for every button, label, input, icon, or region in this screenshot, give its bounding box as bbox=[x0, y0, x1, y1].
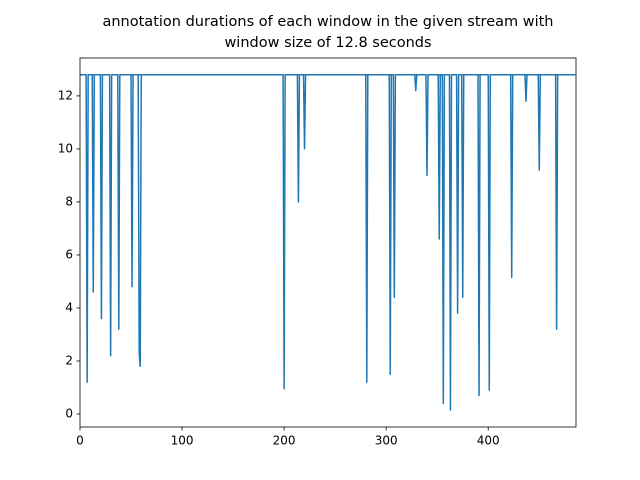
chart-title: window size of 12.8 seconds bbox=[224, 35, 431, 51]
y-tick-label: 8 bbox=[65, 194, 73, 208]
y-tick-label: 2 bbox=[65, 353, 73, 367]
y-tick-label: 12 bbox=[58, 88, 73, 102]
x-tick-label: 300 bbox=[375, 434, 398, 448]
chart-title: annotation durations of each window in t… bbox=[102, 14, 553, 30]
x-tick-label: 200 bbox=[273, 434, 296, 448]
x-tick-label: 0 bbox=[76, 434, 84, 448]
x-tick-label: 400 bbox=[477, 434, 500, 448]
plot-frame bbox=[79, 57, 577, 428]
y-tick-label: 0 bbox=[65, 407, 73, 421]
x-tick-label: 100 bbox=[171, 434, 194, 448]
y-tick-label: 10 bbox=[58, 141, 73, 155]
y-tick-label: 6 bbox=[65, 247, 73, 261]
data-line bbox=[80, 73, 575, 411]
y-tick-label: 4 bbox=[65, 300, 73, 314]
